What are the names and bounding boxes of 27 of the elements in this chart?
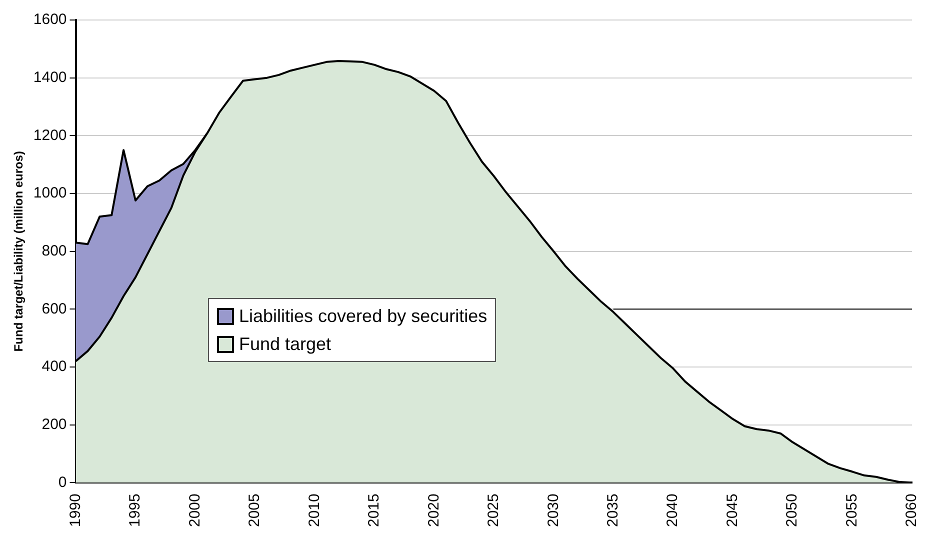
y-tick-label: 0 (58, 474, 67, 491)
x-tick-label: 2050 (784, 494, 801, 528)
y-tick-label: 600 (42, 300, 67, 318)
x-tick-label: 2045 (724, 494, 741, 528)
y-tick-label: 200 (42, 416, 67, 433)
y-tick-label: 1000 (33, 184, 67, 202)
y-tick-label: 1200 (33, 126, 67, 144)
x-tick-label: 1990 (66, 494, 84, 528)
y-tick-label: 1400 (33, 68, 67, 86)
series-label: Fund target (239, 333, 332, 356)
x-tick-label: 2030 (544, 494, 562, 528)
x-tick-label: 2005 (246, 494, 264, 528)
x-tick-label: 2020 (425, 494, 442, 528)
x-tick-label: 2035 (604, 494, 622, 528)
y-axis-title: Fund target/Liability (million euros) (12, 150, 26, 352)
x-tick-label: 2060 (903, 494, 920, 528)
x-tick-label: 2025 (485, 494, 502, 528)
legend-label: Liabilities covered by securities (239, 305, 488, 328)
y-tick-label: 800 (42, 242, 67, 260)
x-tick-label: 2010 (306, 494, 323, 528)
x-tick-label: 2040 (664, 494, 682, 528)
x-tick-label: 2055 (843, 494, 860, 528)
x-tick-label: 2000 (186, 494, 204, 528)
x-tick-label: 2015 (366, 494, 383, 528)
y-tick-label: 1600 (33, 11, 67, 28)
x-tick-label: 1995 (126, 494, 144, 528)
y-tick-label: 400 (42, 358, 67, 376)
